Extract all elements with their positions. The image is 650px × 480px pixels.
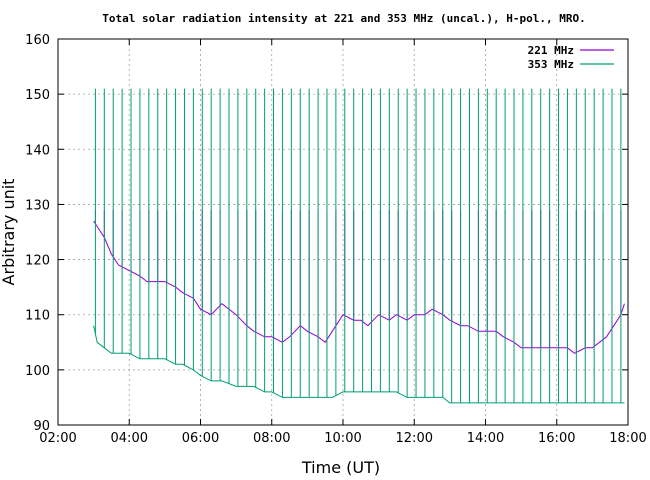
x-tick-label: 06:00 bbox=[182, 431, 219, 446]
axis-ticks: 90 100 110 120 130 140 150 160 02:00 04:00 06:00 08… bbox=[25, 33, 647, 446]
x-tick-label: 02:00 bbox=[39, 431, 76, 446]
y-tick-label: 150 bbox=[25, 88, 50, 103]
legend-label-221: 221 MHz bbox=[528, 44, 574, 57]
chart-title: Total solar radiation intensity at 221 a… bbox=[102, 12, 585, 25]
series-353-mhz bbox=[93, 88, 625, 404]
y-tick-label: 130 bbox=[25, 198, 50, 213]
y-tick-label: 110 bbox=[25, 309, 50, 324]
x-tick-label: 16:00 bbox=[538, 431, 575, 446]
x-tick-label: 14:00 bbox=[467, 431, 504, 446]
y-axis-label: Arbitrary unit bbox=[0, 179, 18, 286]
grid-lines bbox=[58, 39, 628, 425]
y-tick-label: 160 bbox=[25, 33, 50, 48]
y-tick-label: 140 bbox=[25, 143, 50, 158]
x-tick-label: 12:00 bbox=[396, 431, 433, 446]
x-tick-label: 10:00 bbox=[324, 431, 361, 446]
y-tick-label: 120 bbox=[25, 254, 50, 269]
x-tick-label: 04:00 bbox=[111, 431, 148, 446]
series-layer bbox=[93, 88, 625, 404]
x-tick-label: 18:00 bbox=[609, 431, 646, 446]
legend: 221 MHz 353 MHz bbox=[528, 44, 614, 71]
legend-label-353: 353 MHz bbox=[528, 58, 574, 71]
x-tick-label: 08:00 bbox=[253, 431, 290, 446]
y-tick-label: 90 bbox=[33, 419, 50, 434]
y-tick-label: 100 bbox=[25, 364, 50, 379]
x-axis-label: Time (UT) bbox=[301, 458, 380, 477]
